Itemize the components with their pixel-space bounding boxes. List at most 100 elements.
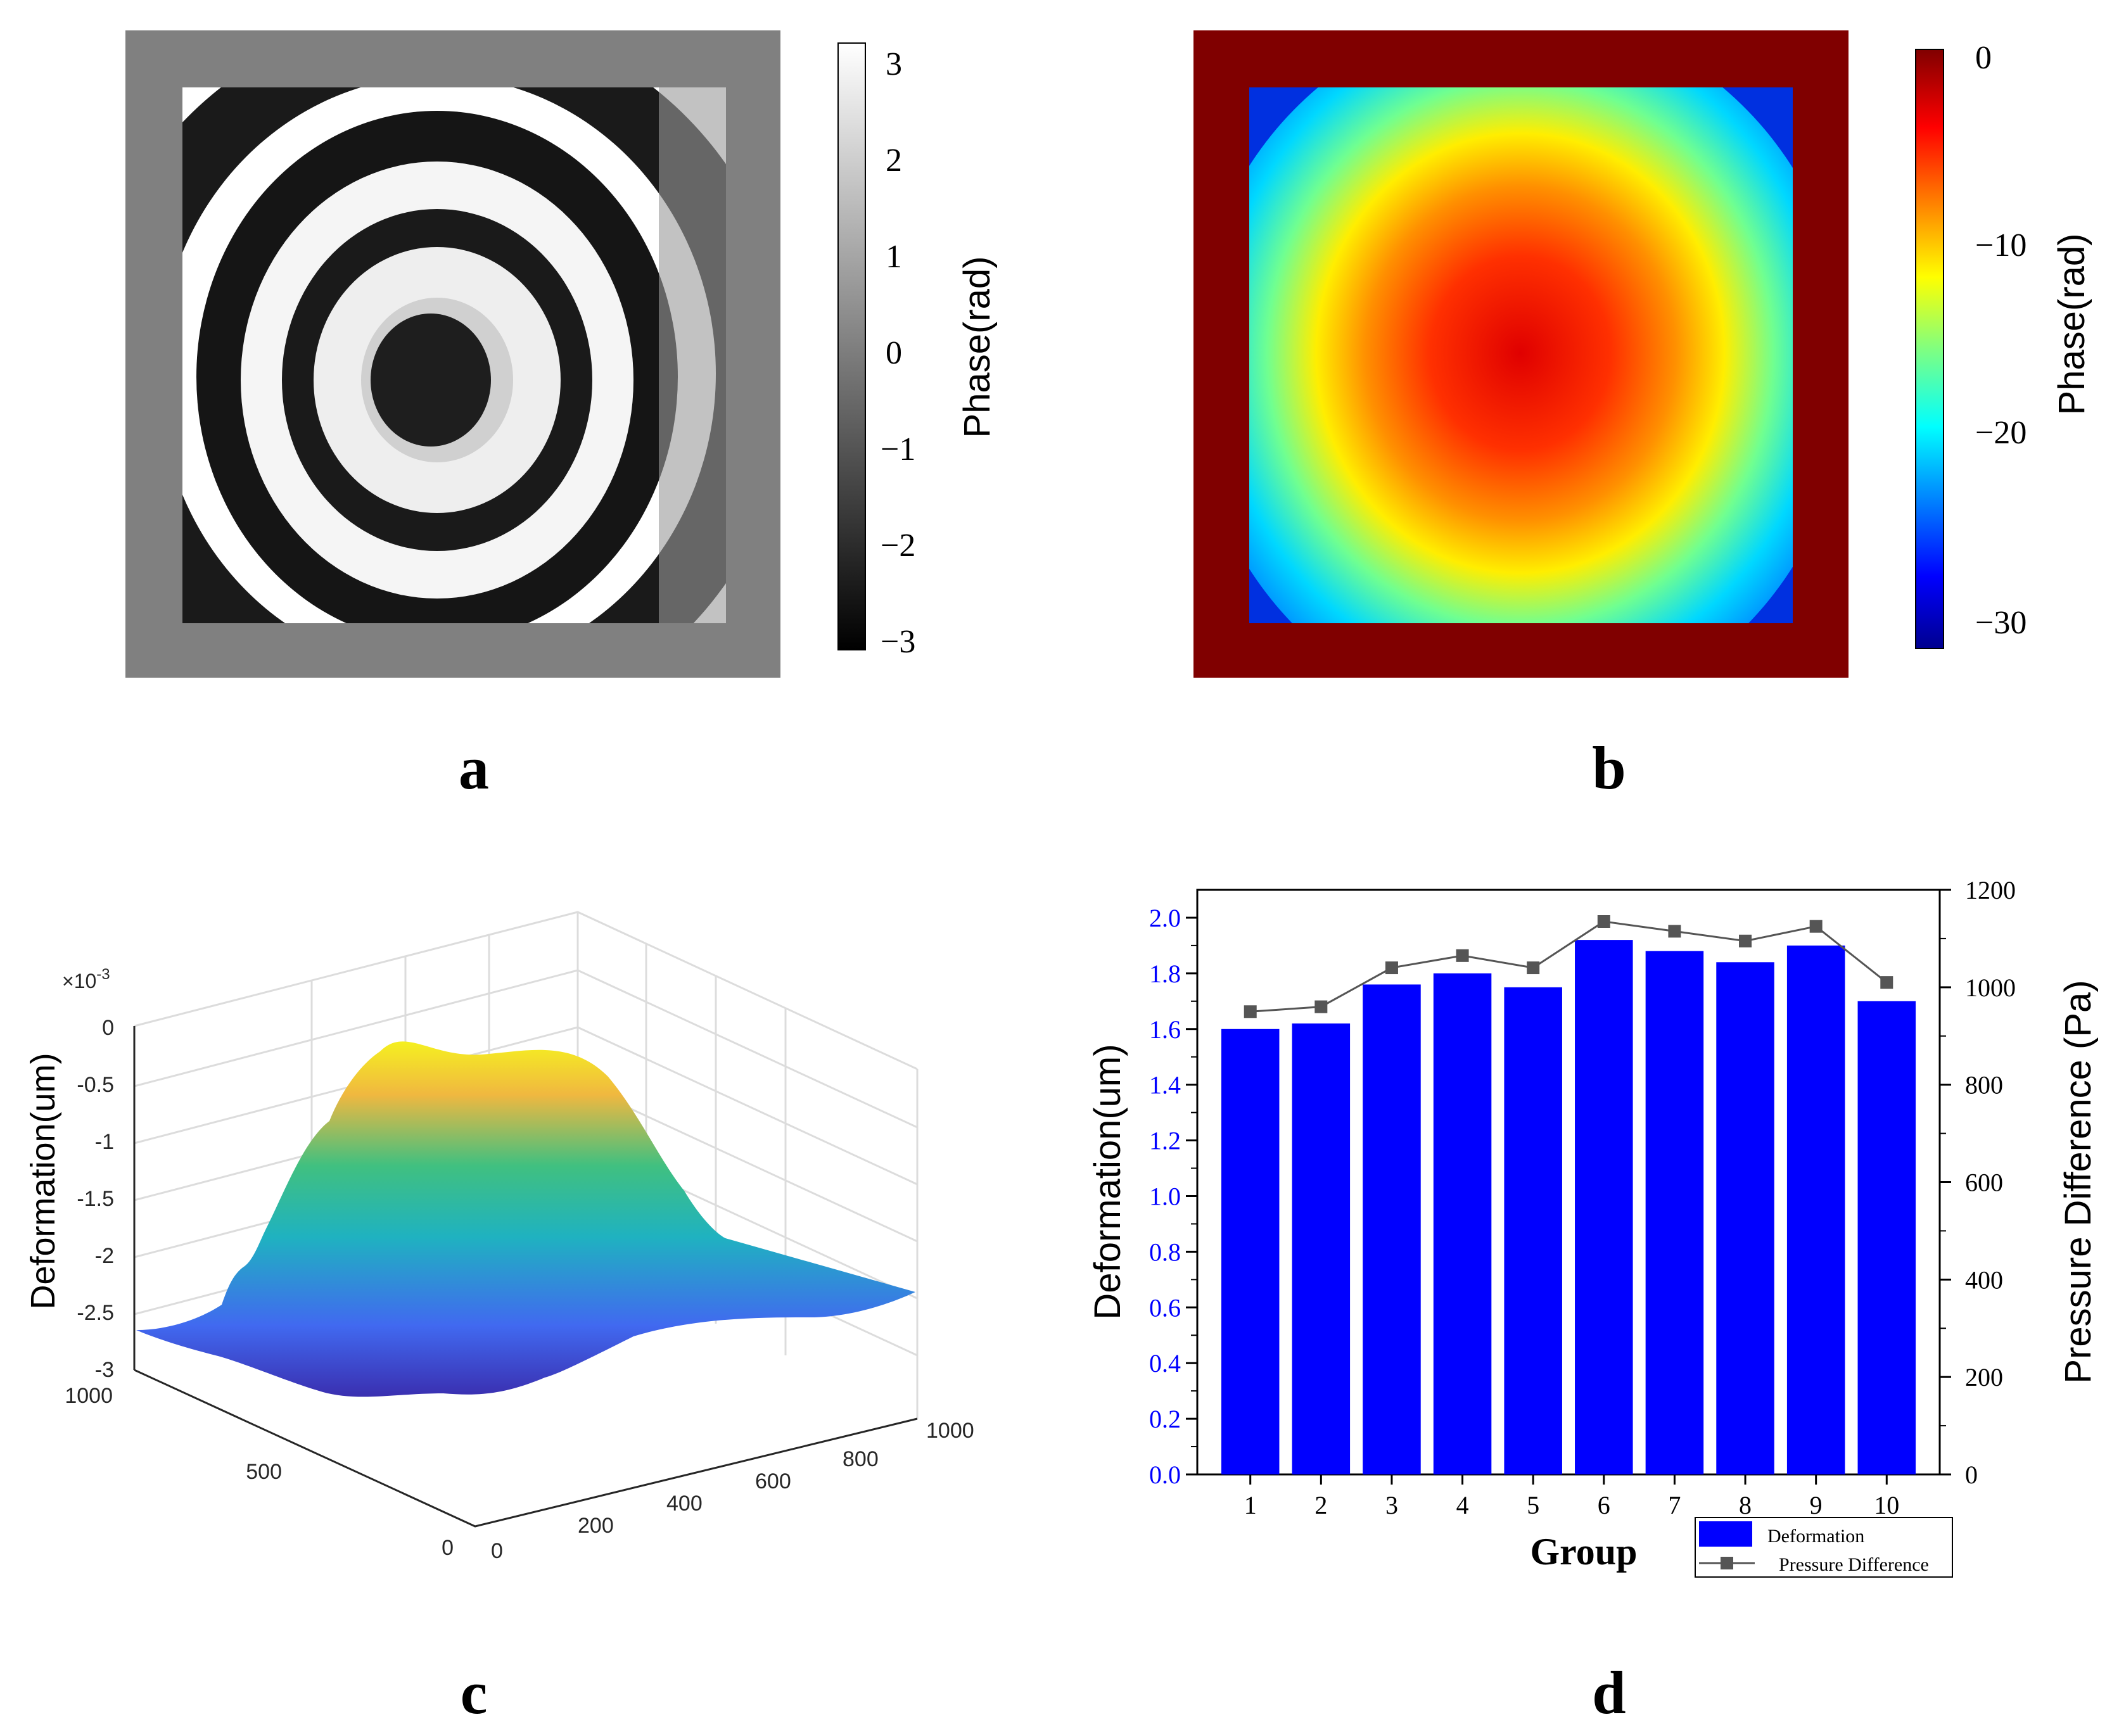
pressure-point [1739,934,1752,947]
panel-d-xlabel: Group [1530,1531,1638,1573]
y2-tick-label: 400 [1965,1265,2003,1294]
panel-c: 0 -0.5 -1 -1.5 -2 -2.5 -3 ×10-3 Deformat… [24,911,974,1726]
panel-c-y-ticks: 1000 500 0 [65,1384,454,1560]
colorbar-b-tick: −20 [1975,415,2027,451]
legend-pressure-label: Pressure Difference [1779,1554,1929,1575]
panel-b-colorbar [1915,49,1944,649]
y2-tick-label: 1200 [1965,876,2016,904]
deformation-bar [1857,1001,1916,1474]
panel-a-colorbar [837,42,866,650]
panel-c-zlabel: Deformation(um) [24,1053,62,1309]
y-tick-label: 0.0 [1149,1460,1181,1489]
y-tick-label: 1.0 [1149,1182,1181,1210]
z-tick-label: -2 [95,1244,114,1268]
y-tick-label: 0.6 [1149,1293,1181,1322]
z-tick-label: -1.5 [77,1187,114,1211]
deformation-bar [1504,987,1562,1474]
panel-b-colorbar-ticks: 0 −10 −20 −30 [1975,40,2027,641]
colorbar-a-tick: 3 [886,46,902,82]
panel-d-x-axis: 1 2 3 4 5 6 7 8 9 10 [1244,1474,1899,1519]
x-tick-label: 6 [1598,1491,1610,1519]
deformation-bar [1363,984,1421,1474]
legend-deformation-label: Deformation [1767,1526,1864,1547]
y2-tick-label: 200 [1965,1363,2003,1391]
deformation-bar [1716,962,1774,1474]
panel-a-colorbar-label: Phase(rad) [957,257,998,438]
x-tick-label: 1000 [926,1419,974,1443]
panel-d-right-axis: 0 200 400 600 800 1000 1200 [1940,876,2016,1489]
panel-d-bars [1221,940,1916,1474]
panel-b-phase-map [1249,87,1793,623]
y-tick-label: 0.4 [1149,1349,1181,1378]
panel-a-colorbar-ticks: 3 2 1 0 −1 −2 −3 [881,46,915,660]
deformation-bar [1786,945,1845,1474]
y2-tick-label: 0 [1965,1460,1978,1489]
legend-line-marker [1721,1557,1733,1569]
y-tick-label: 1.4 [1149,1071,1181,1099]
y-tick-label: 1.8 [1149,960,1181,988]
deformation-bar [1292,1023,1351,1474]
pressure-point [1668,925,1681,938]
x-tick-label: 7 [1668,1491,1681,1519]
y-tick-label: 0.2 [1149,1405,1181,1433]
pressure-point [1385,961,1398,975]
panel-c-axes [133,1026,918,1528]
x-tick-label: 4 [1456,1491,1469,1519]
panel-d-ylabel: Deformation(um) [1087,1044,1128,1319]
x-tick-label: 0 [491,1539,503,1563]
pressure-point [1809,920,1823,933]
y-tick-label: 1.6 [1149,1015,1181,1044]
exponent-base: ×10 [62,970,96,992]
y2-tick-label: 600 [1965,1169,2003,1197]
panel-d-legend: Deformation Pressure Difference [1695,1517,1953,1578]
panel-d-label: d [1592,1659,1626,1726]
x-tick-label: 8 [1739,1491,1752,1519]
y-tick-label: 1.2 [1149,1127,1181,1155]
x-tick-label: 9 [1810,1491,1823,1519]
panel-d-pressure-line [1244,915,1893,1018]
x-tick-label: 800 [843,1447,879,1471]
panel-b-colorbar-label: Phase(rad) [2051,234,2092,415]
x-tick-label: 400 [666,1492,703,1516]
x-tick-label: 10 [1874,1491,1899,1519]
panel-b-label: b [1592,734,1626,802]
colorbar-a-tick: −1 [881,431,915,467]
pressure-point [1880,976,1893,989]
panel-d: 0.00.20.40.60.81.01.21.41.61.82.0 020040… [1087,876,2099,1726]
colorbar-a-tick: 1 [886,239,902,275]
panel-a-label: a [459,734,489,802]
panel-d-left-axis: 0.0 0.2 0.4 0.6 0.8 1.0 1.2 1.4 1.6 1.8 2.0 [1149,904,1197,1489]
pressure-point [1527,961,1540,975]
panel-c-label: c [461,1659,488,1726]
y2-tick-label: 1000 [1965,973,2016,1002]
x-tick-label: 200 [578,1514,614,1538]
panel-c-x-ticks: 0 200 400 600 800 1000 [491,1419,974,1563]
y2-tick-label: 800 [1965,1071,2003,1099]
panel-c-exponent: ×10-3 [62,966,110,992]
y-tick-label: 0 [442,1536,454,1560]
colorbar-b-tick: 0 [1975,40,1992,76]
z-tick-label: -3 [95,1358,114,1382]
x-tick-label: 3 [1385,1491,1398,1519]
y-tick-label: 2.0 [1149,904,1181,932]
panel-a-phase-map [182,87,726,623]
colorbar-a-tick: 2 [886,143,902,179]
z-tick-label: -2.5 [77,1301,114,1325]
deformation-bar [1433,973,1492,1474]
panel-b: 0 −10 −20 −30 Phase(rad) b [1193,30,2092,802]
z-tick-label: -0.5 [77,1073,114,1097]
pressure-point [1244,1005,1257,1018]
pressure-point [1597,915,1610,928]
colorbar-a-tick: −3 [881,624,915,660]
legend-bar-swatch [1699,1521,1752,1547]
deformation-bar [1221,1029,1280,1474]
z-tick-label: 0 [102,1016,114,1040]
pressure-point [1314,1000,1328,1013]
x-tick-label: 1 [1244,1491,1257,1519]
colorbar-a-tick: −2 [881,528,915,564]
y-tick-label: 1000 [65,1384,113,1408]
y-tick-label: 0.8 [1149,1238,1181,1266]
panel-a: 3 2 1 0 −1 −2 −3 Phase(rad) a [125,30,998,802]
colorbar-a-tick: 0 [886,335,902,371]
